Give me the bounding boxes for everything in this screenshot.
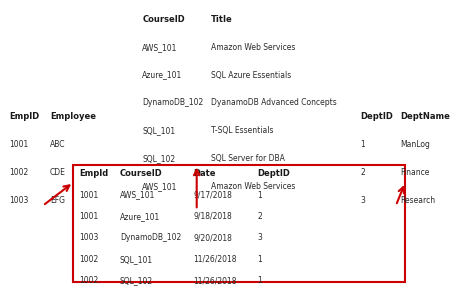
Text: SQL_101: SQL_101 (120, 255, 153, 264)
Text: 9/18/2018: 9/18/2018 (193, 212, 232, 221)
Text: 2: 2 (360, 168, 365, 177)
Text: Research: Research (401, 196, 436, 205)
Text: AWS_101: AWS_101 (142, 182, 178, 191)
Text: T-SQL Essentials: T-SQL Essentials (211, 126, 273, 136)
Text: DeptName: DeptName (401, 112, 450, 121)
Text: 1001: 1001 (9, 140, 29, 149)
Text: 1001: 1001 (80, 212, 99, 221)
Text: 1002: 1002 (80, 276, 99, 285)
Text: 1: 1 (257, 276, 262, 285)
Text: SQL_101: SQL_101 (142, 126, 175, 136)
Text: 9/20/2018: 9/20/2018 (193, 233, 232, 243)
Text: Azure_101: Azure_101 (142, 71, 182, 80)
Text: CourseID: CourseID (142, 15, 185, 24)
Text: CDE: CDE (50, 168, 65, 177)
Text: EmpId: EmpId (80, 169, 109, 178)
Text: AWS_101: AWS_101 (142, 43, 178, 52)
Text: Amazon Web Services: Amazon Web Services (211, 43, 295, 52)
Text: Amazon Web Services: Amazon Web Services (211, 182, 295, 191)
Text: Date: Date (193, 169, 216, 178)
Text: SQL Azure Essentials: SQL Azure Essentials (211, 71, 291, 80)
Text: 11/26/2018: 11/26/2018 (193, 255, 237, 264)
Text: SQL_102: SQL_102 (120, 276, 153, 285)
Text: 1003: 1003 (80, 233, 99, 243)
Text: DynamoDB_102: DynamoDB_102 (120, 233, 181, 243)
Text: 2: 2 (257, 212, 262, 221)
Text: DynamoDB_102: DynamoDB_102 (142, 98, 203, 108)
Text: Azure_101: Azure_101 (120, 212, 160, 221)
Text: DeptID: DeptID (360, 112, 393, 121)
Text: ABC: ABC (50, 140, 65, 149)
Text: CourseID: CourseID (120, 169, 163, 178)
Text: 1: 1 (257, 191, 262, 200)
Text: 9/17/2018: 9/17/2018 (193, 191, 232, 200)
Text: ManLog: ManLog (401, 140, 430, 149)
Text: AWS_101: AWS_101 (120, 191, 155, 200)
Text: 11/26/2018: 11/26/2018 (193, 276, 237, 285)
Text: EmpID: EmpID (9, 112, 40, 121)
Text: 1003: 1003 (9, 196, 29, 205)
Text: 1001: 1001 (80, 191, 99, 200)
Text: 1002: 1002 (80, 255, 99, 264)
Text: DyanamoDB Advanced Concepts: DyanamoDB Advanced Concepts (211, 98, 337, 108)
Text: 3: 3 (257, 233, 262, 243)
Text: DeptID: DeptID (257, 169, 290, 178)
Text: SQL Server for DBA: SQL Server for DBA (211, 154, 285, 163)
Text: 1: 1 (257, 255, 262, 264)
Text: 1002: 1002 (9, 168, 29, 177)
Text: 1: 1 (360, 140, 365, 149)
Text: SQL_102: SQL_102 (142, 154, 175, 163)
Bar (73, 165, 405, 282)
Text: Employee: Employee (50, 112, 96, 121)
Text: EFG: EFG (50, 196, 65, 205)
Text: 3: 3 (360, 196, 365, 205)
Text: Title: Title (211, 15, 233, 24)
Text: Finance: Finance (401, 168, 430, 177)
